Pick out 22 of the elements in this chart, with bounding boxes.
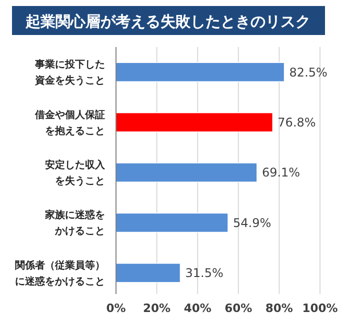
y-tick-label: 借金や個人保証を抱えること — [34, 108, 105, 137]
y-tick-label: 関係者（従業員等）に迷惑をかけること — [15, 259, 105, 288]
bar — [116, 212, 228, 233]
data-label: 69.1% — [262, 166, 300, 180]
bar — [116, 262, 181, 283]
bar — [116, 162, 258, 182]
y-tick-label: 事業に投下した資金を失うこと — [34, 58, 105, 87]
bar — [116, 112, 274, 132]
y-tick-label: 家族に迷惑をかけること — [44, 209, 105, 238]
data-label: 54.9% — [232, 216, 272, 230]
data-label: 82.5% — [289, 65, 328, 80]
x-tick-label: 100% — [302, 301, 338, 315]
chart-title: 起業関心層が考える失敗したときのリスク — [24, 12, 310, 30]
x-tick-label: 60% — [224, 301, 253, 315]
data-label: 76.8% — [278, 116, 316, 130]
y-tick-label: 安定した収入を失うこと — [45, 159, 106, 187]
bar — [116, 62, 285, 82]
data-label: 31.5% — [185, 266, 224, 280]
x-tick-label: 80% — [265, 301, 294, 315]
x-tick-label: 40% — [184, 301, 212, 315]
x-tick-label: 20% — [143, 301, 172, 315]
x-tick-label: 0% — [106, 301, 126, 315]
